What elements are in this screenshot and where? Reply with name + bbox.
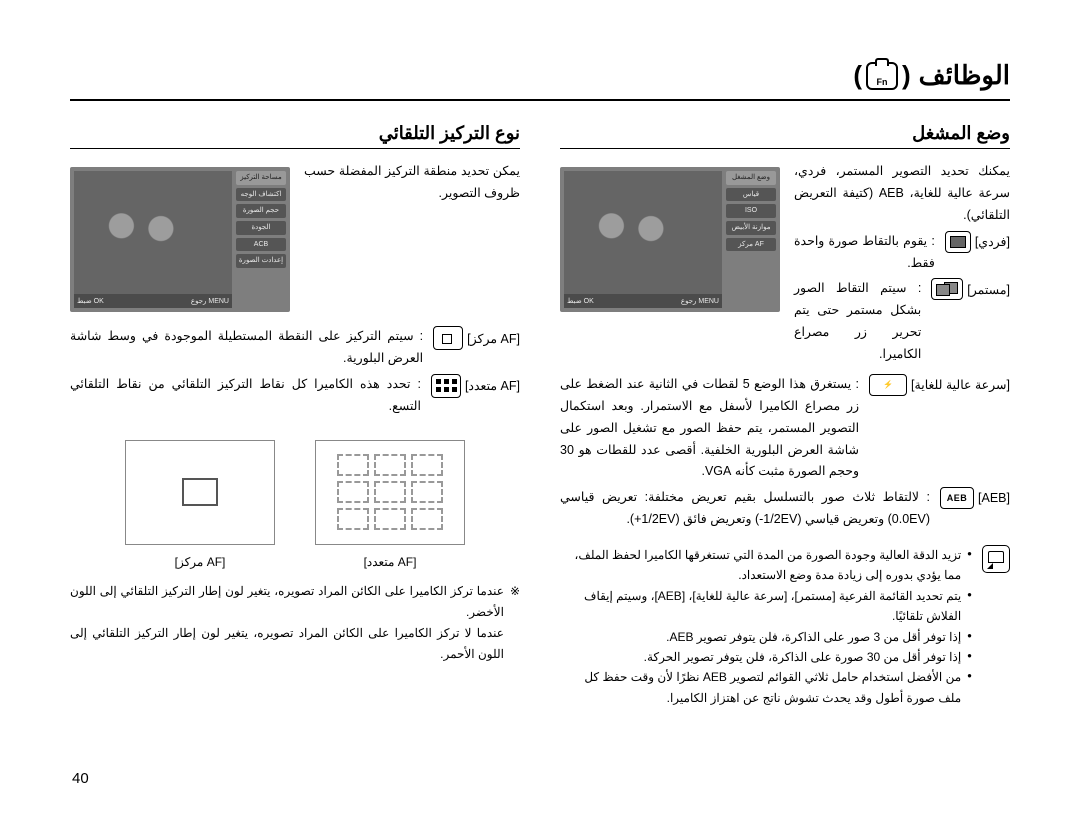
- af-center-row: [AF مركز] : سيتم التركيز على النقطة المس…: [70, 326, 520, 370]
- af-screenshot: ☐☐☐☐☐ مساحة التركيز اكتشاف الوجه حجم الص…: [70, 167, 290, 312]
- page-title: الوظائف: [919, 60, 1010, 91]
- mode-cont-row: [مستمر] : سيتم التقاط الصور بشكل مستمر ح…: [794, 278, 1010, 366]
- two-column-layout: وضع المشغل يمكنك تحديد التصوير المستمر، …: [70, 123, 1010, 708]
- mode-single-row: [فردي] : يقوم بالتقاط صورة واحدة فقط.: [794, 231, 1010, 275]
- ss-bottombar-2: MENU رجوع OK ضبط: [74, 294, 232, 308]
- ss-bottombar: MENU رجوع OK ضبط: [564, 294, 722, 308]
- mode-burst-label: [سرعة عالية للغاية]: [911, 377, 1010, 392]
- mode-aeb-desc: : لالتقاط ثلاث صور بالتسلسل بقيم تعريض م…: [560, 487, 930, 531]
- af-multi-icon: [431, 374, 461, 398]
- section-title-af: نوع التركيز التلقائي: [70, 123, 520, 149]
- af-multi-caption: [AF متعدد]: [315, 555, 465, 569]
- manual-page: الوظائف ( ) وضع المشغل يمكنك تحديد التصو…: [0, 0, 1080, 815]
- ss-photo-placeholder-2: [74, 171, 232, 308]
- mode-burst-desc: : يستغرق هذا الوضع 5 لقطات في الثانية عن…: [560, 374, 859, 483]
- mode-single-label: [فردي]: [975, 234, 1010, 249]
- mode-aeb-label: [AEB]: [978, 491, 1010, 505]
- drive-mode-screenshot: ☐☐☐☐☐ وضع المشغل قياس ISO موازنة الأبيض …: [560, 167, 780, 312]
- af-multi-label: [AF متعدد]: [465, 378, 520, 393]
- mode-single-desc: : يقوم بالتقاط صورة واحدة فقط.: [794, 231, 935, 275]
- af-center-icon: [433, 326, 463, 350]
- ss-sidebar-2: مساحة التركيز اكتشاف الوجه حجم الصورة ال…: [236, 171, 286, 308]
- fn-camera-icon: [866, 62, 898, 90]
- note-icon: [982, 545, 1010, 573]
- page-number: 40: [72, 770, 89, 787]
- af-center-label: [AF مركز]: [467, 331, 520, 346]
- af-intro: يمكن تحديد منطقة التركيز المفضلة حسب ظرو…: [304, 161, 520, 205]
- af-diagrams: [AF متعدد] [AF مركز]: [70, 440, 520, 569]
- af-multi-row: [AF متعدد] : تحدد هذه الكاميرا كل نقاط ا…: [70, 374, 520, 418]
- af-multi-desc: : تحدد هذه الكاميرا كل نقاط التركيز التل…: [70, 374, 421, 418]
- af-footnotes: ※عندما تركز الكاميرا على الكائن المراد ت…: [70, 581, 520, 665]
- af-center-caption: [AF مركز]: [125, 555, 275, 569]
- mode-cont-desc: : سيتم التقاط الصور بشكل مستمر حتى يتم ت…: [794, 278, 921, 366]
- page-header: الوظائف ( ): [70, 60, 1010, 101]
- single-shot-icon: [945, 231, 971, 253]
- aeb-icon: AEB: [940, 487, 974, 509]
- drive-intro: يمكنك تحديد التصوير المستمر، فردي، سرعة …: [794, 161, 1010, 227]
- section-title-drive: وضع المشغل: [560, 123, 1010, 149]
- mode-cont-label: [مستمر]: [967, 282, 1010, 297]
- note-box: تزيد الدقة العالية وجودة الصورة من المدة…: [560, 545, 1010, 708]
- mode-burst-row: [سرعة عالية للغاية] ⚡ : يستغرق هذا الوضع…: [560, 374, 1010, 483]
- burst-icon: ⚡: [869, 374, 907, 396]
- af-multi-diagram: [AF متعدد]: [315, 440, 465, 569]
- note-list: تزيد الدقة العالية وجودة الصورة من المدة…: [560, 545, 972, 708]
- continuous-icon: [931, 278, 963, 300]
- column-af-type: نوع التركيز التلقائي يمكن تحديد منطقة ال…: [70, 123, 520, 708]
- af-center-diagram: [AF مركز]: [125, 440, 275, 569]
- mode-aeb-row: [AEB] AEB : لالتقاط ثلاث صور بالتسلسل بق…: [560, 487, 1010, 531]
- fn-icon-group: ( ): [853, 60, 910, 91]
- column-drive-mode: وضع المشغل يمكنك تحديد التصوير المستمر، …: [560, 123, 1010, 708]
- af-center-desc: : سيتم التركيز على النقطة المستطيلة المو…: [70, 326, 423, 370]
- ss-sidebar: وضع المشغل قياس ISO موازنة الأبيض AF مرك…: [726, 171, 776, 308]
- ss-photo-placeholder: [564, 171, 722, 308]
